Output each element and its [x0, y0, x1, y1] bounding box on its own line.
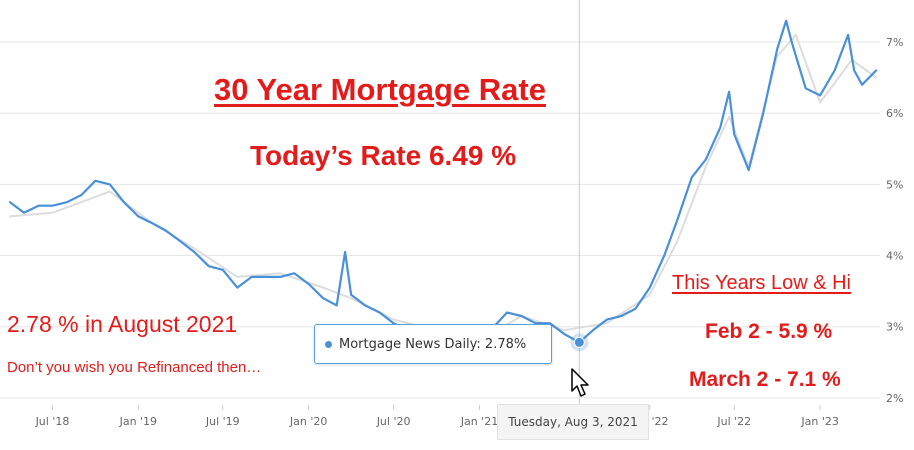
highlight-marker-point	[573, 336, 585, 348]
refinance-note-annotation: Don’t you wish you Refinanced then…	[7, 359, 262, 376]
x-tick-label: Jan '19	[119, 415, 157, 428]
y-tick-label: 5%	[886, 178, 903, 191]
grid-lines	[0, 41, 880, 399]
y-tick-label: 3%	[886, 321, 903, 334]
feb-low-annotation: Feb 2 - 5.9 %	[705, 320, 833, 343]
y-tick-label: 4%	[886, 250, 903, 263]
x-tick-label: Jul '22	[716, 415, 751, 428]
years-low-hi-annotation: This Years Low & Hi	[672, 272, 851, 294]
x-axis: Jul '18 Jan '19 Jul '19 Jan '20 Jul '20 Jan '…	[35, 405, 839, 428]
x-tick-label: Jul '20	[376, 415, 411, 428]
x-tick-label: Jan '21	[460, 415, 498, 428]
crosshair-date-label: Tuesday, Aug 3, 2021	[497, 404, 649, 440]
chart-title-annotation: 30 Year Mortgage Rate	[214, 72, 546, 107]
mouse-pointer-icon	[571, 368, 589, 397]
x-tick-label: Jan '20	[289, 415, 327, 428]
y-axis: 2% 3% 4% 5% 6% 7%	[886, 36, 903, 405]
x-tick-label: Jul '18	[35, 415, 70, 428]
y-tick-label: 7%	[886, 36, 903, 49]
tooltip-series-dot	[325, 340, 332, 348]
x-tick-label: Jul '19	[205, 415, 240, 428]
march-hi-annotation: March 2 - 7.1 %	[689, 368, 841, 391]
series-tooltip: Mortgage News Daily: 2.78%	[314, 324, 552, 364]
august-low-annotation: 2.78 % in August 2021	[7, 311, 238, 337]
y-tick-label: 2%	[886, 392, 903, 405]
x-tick-label: Jan '23	[800, 415, 838, 428]
highlight-marker-group	[570, 333, 589, 352]
tooltip-text: Mortgage News Daily: 2.78%	[339, 336, 527, 352]
todays-rate-annotation: Today’s Rate 6.49 %	[250, 140, 517, 171]
y-tick-label: 6%	[886, 107, 903, 120]
